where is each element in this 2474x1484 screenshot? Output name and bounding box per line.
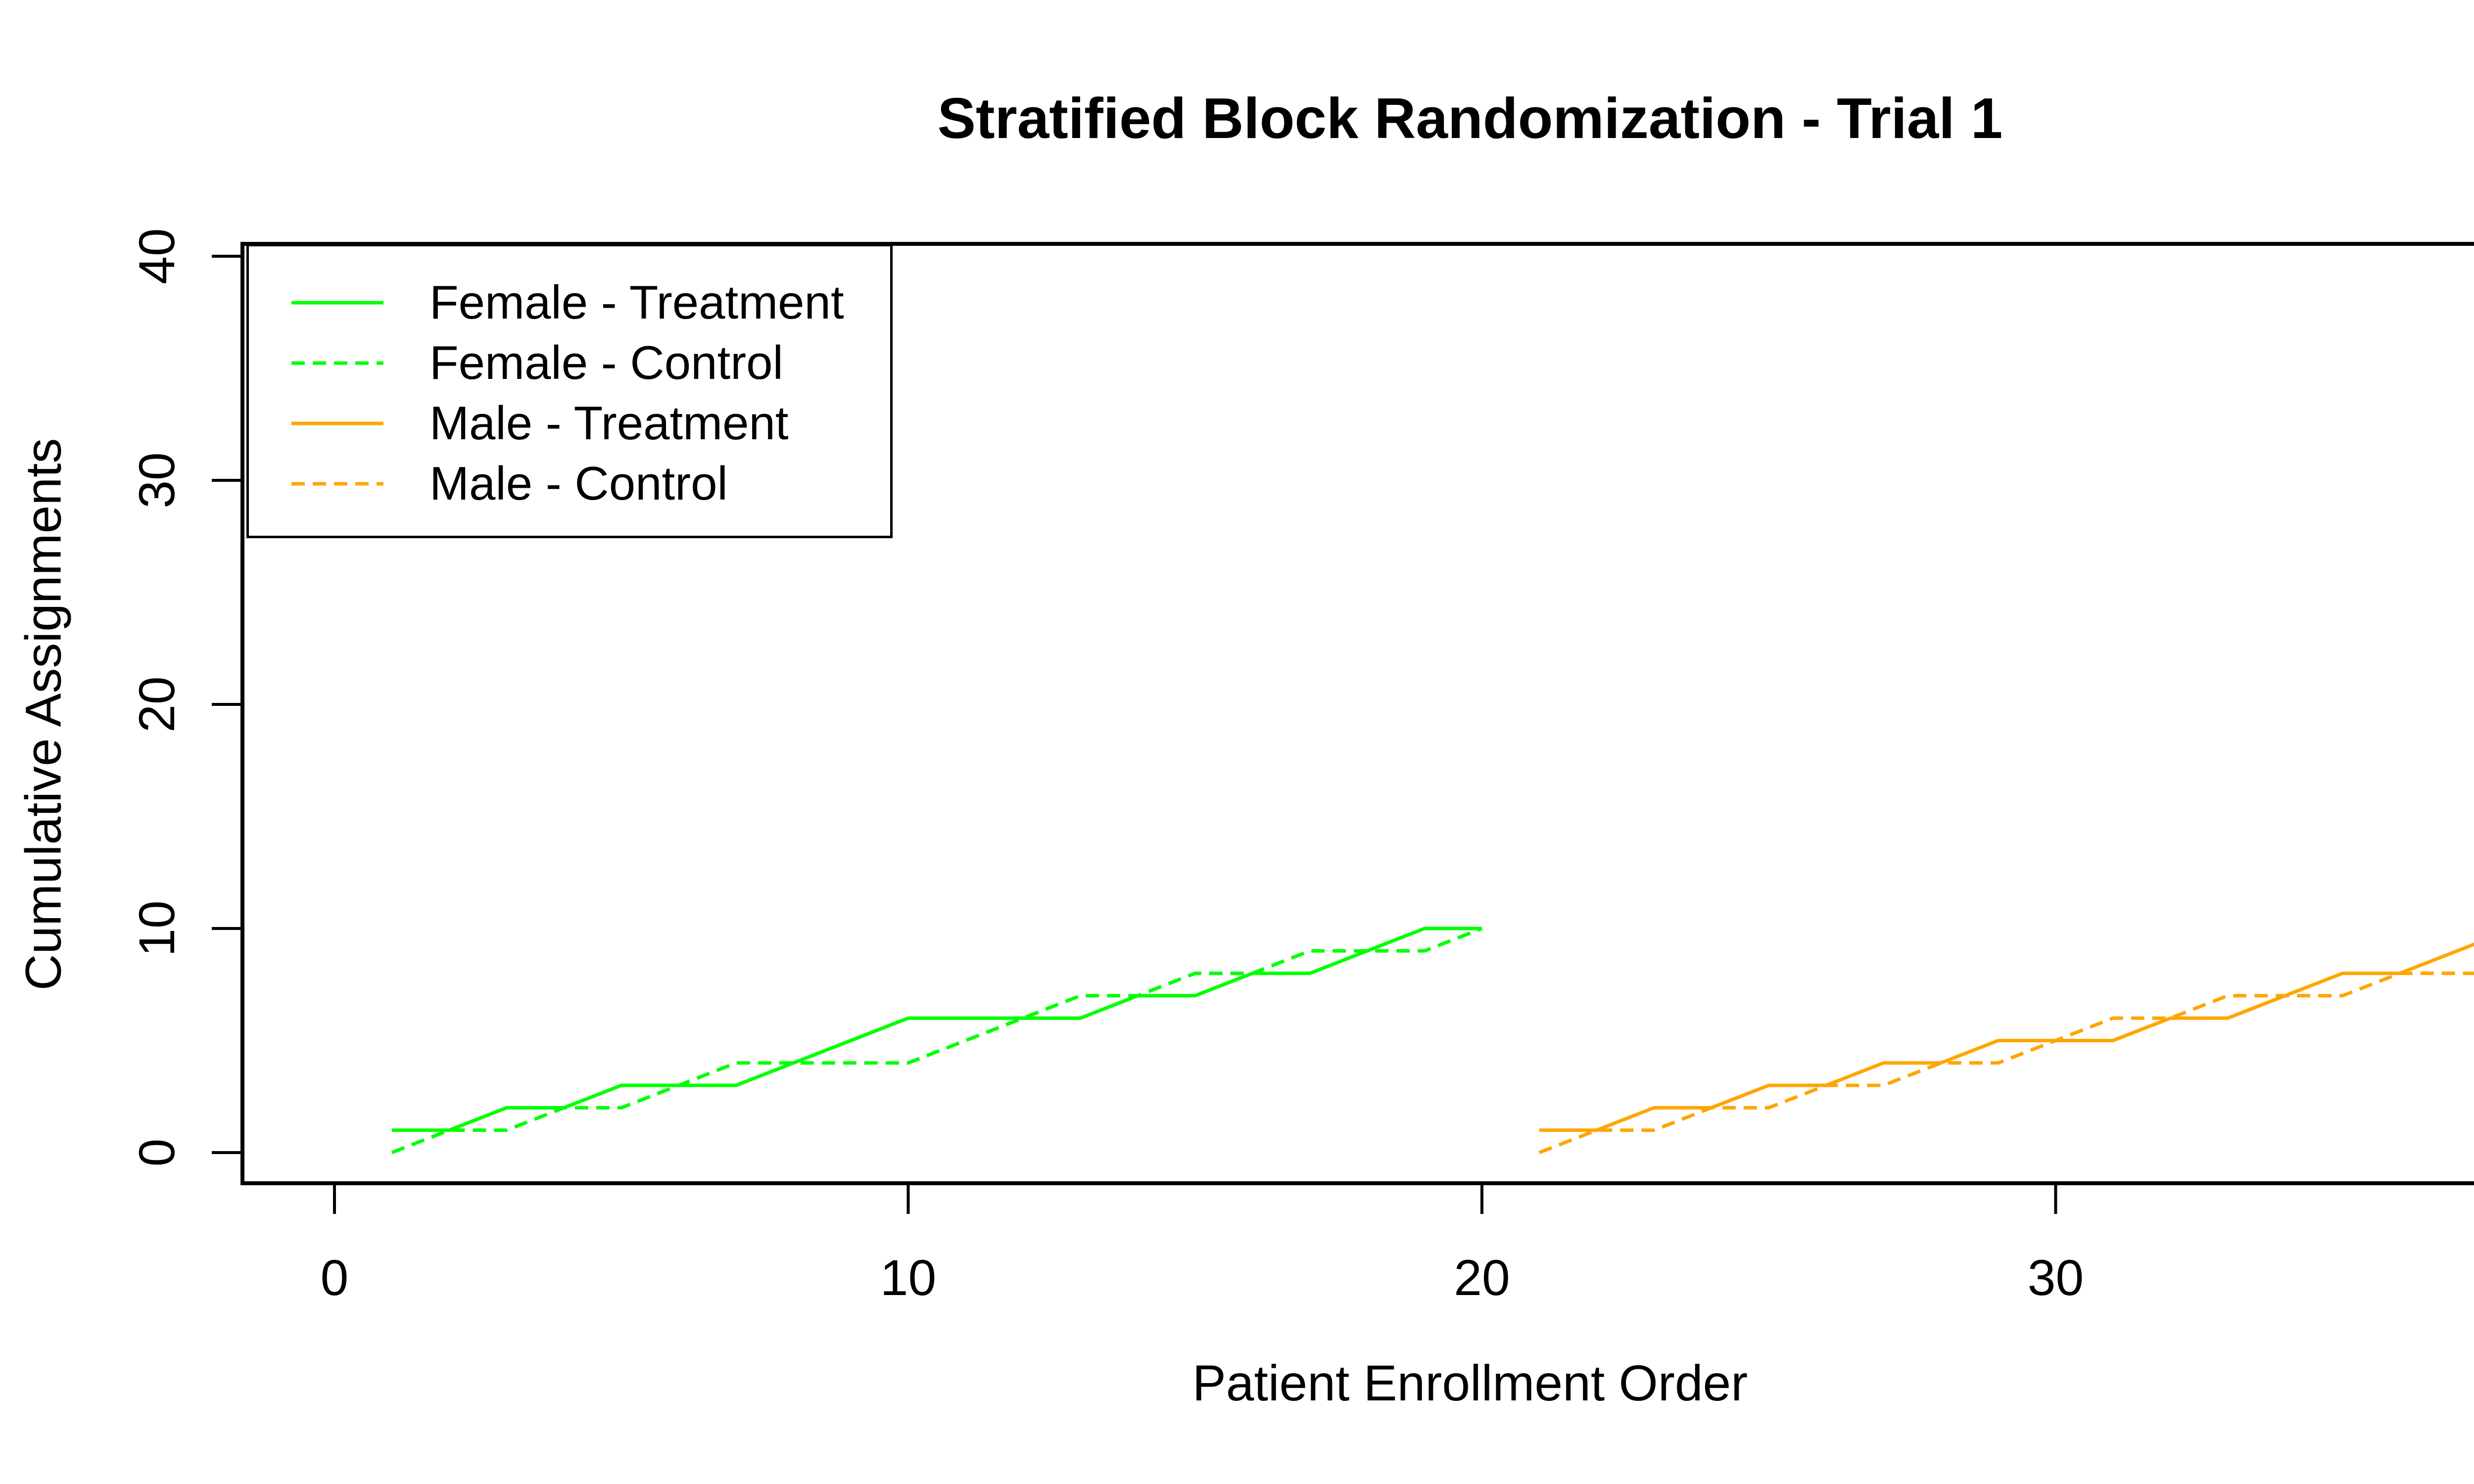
legend-row-female-treatment: Female - Treatment (249, 273, 890, 333)
legend-label-male-treatment: Male - Treatment (429, 397, 789, 450)
x-tick-label: 10 (880, 1250, 936, 1306)
y-tick-label: 40 (129, 228, 185, 284)
legend-line-sample-male-control (291, 482, 383, 486)
legend-line-sample-female-control (291, 361, 383, 365)
x-axis-title: Patient Enrollment Order (1192, 1355, 1748, 1411)
legend-row-female-control: Female - Control (249, 333, 890, 393)
y-tick-label: 20 (129, 676, 185, 732)
legend-label-female-treatment: Female - Treatment (429, 276, 844, 329)
legend-row-male-control: Male - Control (249, 454, 890, 514)
series-line-male-control (1538, 972, 2474, 1155)
legend-label-male-control: Male - Control (429, 457, 728, 510)
y-tick-label: 10 (129, 900, 185, 956)
legend-row-male-treatment: Male - Treatment (249, 393, 890, 454)
y-tick-label: 30 (129, 452, 185, 508)
series-line-female-treatment (391, 927, 1482, 1132)
series-line-male-treatment (1539, 942, 2474, 1132)
plot-border (240, 242, 2474, 1185)
y-tick-label: 0 (129, 1139, 185, 1167)
chart-title: Stratified Block Randomization - Trial 1 (937, 86, 2003, 150)
x-tick-label: 30 (2028, 1250, 2084, 1306)
legend-line-sample-female-treatment (291, 301, 383, 305)
y-axis-title: Cumulative Assignments (15, 438, 72, 991)
series-line-female-control (391, 927, 1483, 1155)
legend-box: Female - Treatment Female - Control Male -… (246, 244, 893, 538)
x-tick-label: 20 (1454, 1250, 1510, 1306)
legend-line-sample-male-treatment (291, 421, 383, 425)
legend-label-female-control: Female - Control (429, 336, 783, 389)
x-tick-label: 0 (321, 1250, 349, 1306)
